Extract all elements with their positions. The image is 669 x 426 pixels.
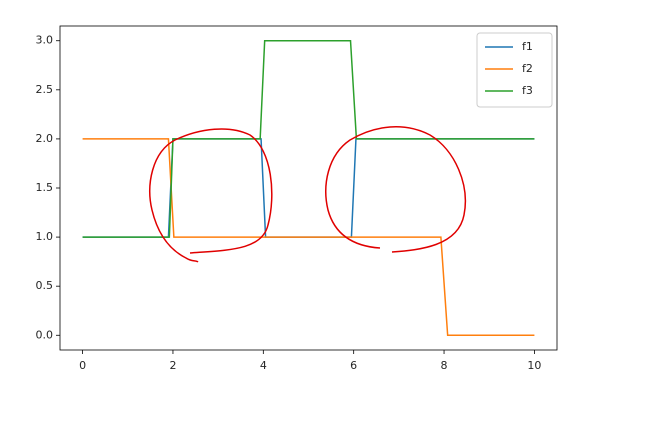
legend: f1 f2 f3	[476, 32, 553, 108]
plot-area	[82, 39, 535, 337]
y-tick-label: 3.0	[36, 34, 54, 47]
y-tick-label: 2.5	[36, 83, 54, 96]
line-series	[82, 138, 535, 238]
x-tick-label: 0	[79, 359, 86, 372]
x-tick-label: 6	[350, 359, 357, 372]
legend-label: f3	[522, 84, 533, 97]
y-tick-label: 1.5	[36, 181, 54, 194]
line-series	[82, 138, 535, 337]
line-series	[82, 39, 535, 238]
legend-label: f1	[522, 40, 533, 53]
legend-box	[476, 32, 553, 108]
annotation-circle	[325, 126, 466, 253]
annotation-circle	[149, 128, 273, 263]
y-tick-label: 0.5	[36, 279, 54, 292]
x-tick-label: 10	[527, 359, 541, 372]
x-tick-label: 8	[441, 359, 448, 372]
y-tick-label: 2.0	[36, 132, 54, 145]
y-tick-label: 1.0	[36, 230, 54, 243]
y-tick-label: 0.0	[36, 328, 54, 341]
x-tick-label: 2	[169, 359, 176, 372]
x-tick-label: 4	[260, 359, 267, 372]
legend-label: f2	[522, 62, 533, 75]
